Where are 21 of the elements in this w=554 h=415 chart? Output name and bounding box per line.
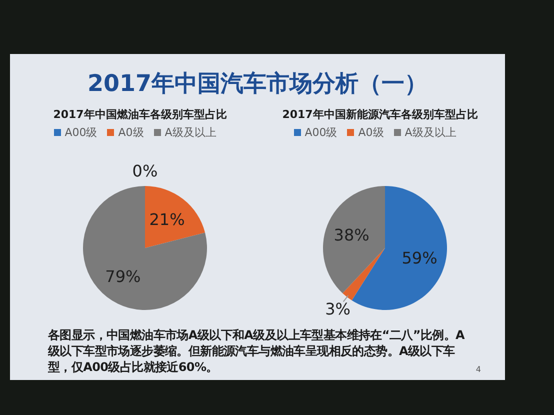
data-label: 21% [149, 210, 185, 230]
pie-slice [323, 186, 385, 294]
legend-label: A级及以上 [404, 126, 456, 139]
data-label: 59% [402, 248, 438, 268]
pie-slice [342, 248, 385, 300]
pie-slice [145, 186, 206, 248]
text: 2017年中国汽车市场分析（一） [86, 70, 428, 99]
data-label: 79% [105, 266, 141, 286]
legend-label: A级及以上 [164, 126, 216, 139]
data-label: 38% [334, 225, 370, 244]
legend-label: A0级 [118, 126, 144, 139]
text: 0% [132, 162, 158, 180]
chart-title: 2017年中国新能源汽车各级别车型占比 [282, 107, 478, 123]
legend-label: A00级 [64, 126, 98, 139]
chart-title: 2017年中国燃油车各级别车型占比 [53, 107, 227, 123]
pie-slice [83, 186, 207, 310]
text: 各图显示，中国燃油车市场A级以下和A级及以上车型基本维持在“二八”比例。A级以下车型市场逐步萎缩。但新能源汽车与燃油车呈现相反的态势。A级以下车型，仅A00级占比就接近60%。 [48, 327, 466, 375]
legend-label: A00级 [304, 126, 338, 139]
data-label: 3% [325, 299, 350, 318]
legend-label: A0级 [358, 126, 384, 139]
text: 4 [476, 365, 481, 374]
